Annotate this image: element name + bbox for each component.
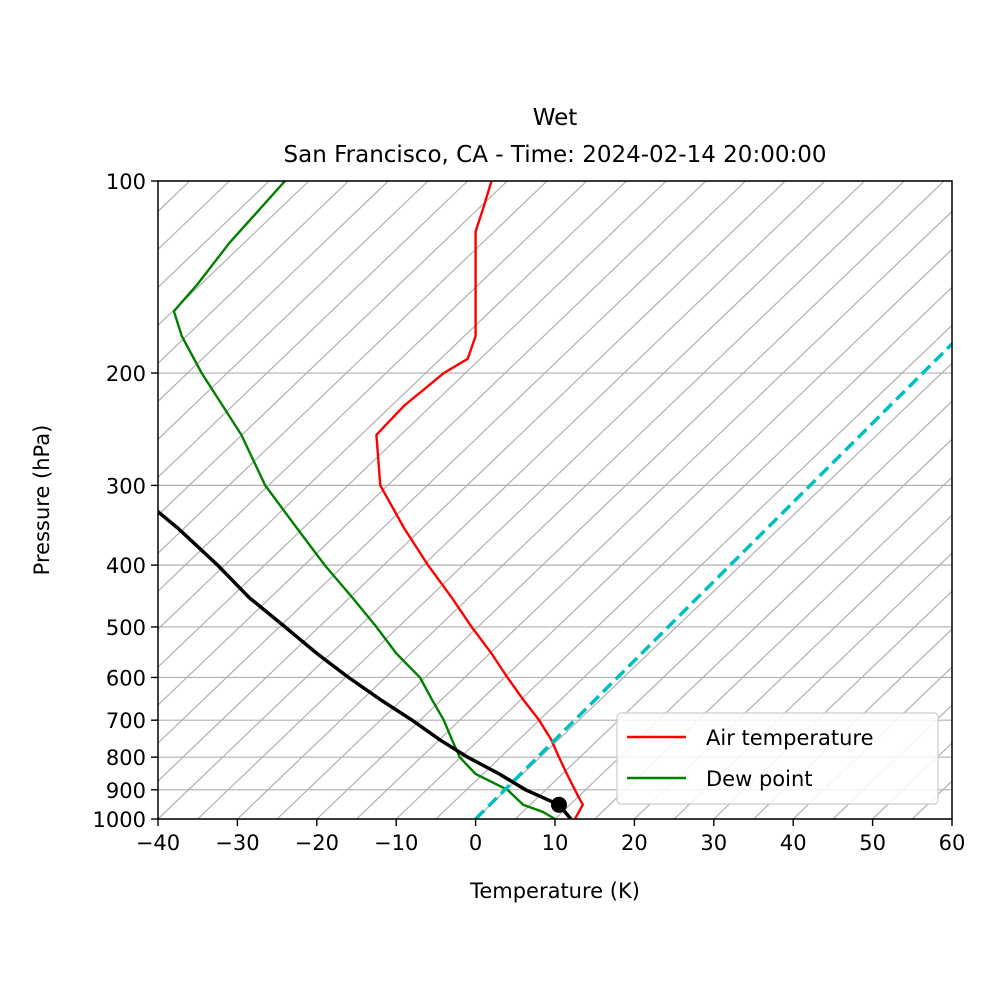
skew-line	[158, 181, 746, 744]
skew-line	[475, 362, 952, 819]
legend: Air temperature Dew point	[616, 712, 939, 805]
y-tick-label: 200	[106, 362, 146, 386]
y-tick-label: 500	[106, 616, 146, 640]
skew-line	[832, 704, 952, 819]
y-tick-label: 700	[106, 709, 146, 733]
chart-title: Wet	[533, 105, 578, 131]
x-axis-label: Temperature (K)	[469, 879, 640, 903]
skew-line	[316, 210, 952, 819]
skew-line	[197, 181, 866, 819]
y-axis-ticks: 100 200 300 400 500 600 700 800 900 1000	[93, 170, 158, 832]
x-tick-label: −10	[374, 831, 418, 855]
skew-line	[395, 286, 952, 819]
series-layer	[158, 181, 952, 819]
y-axis-label: Pressure (hPa)	[30, 425, 54, 576]
skew-line	[158, 181, 508, 517]
parcel-start-marker	[550, 796, 567, 813]
skew-line	[158, 181, 429, 441]
chart-subtitle: San Francisco, CA - Time: 2024-02-14 20:…	[284, 142, 827, 168]
skew-line	[158, 181, 707, 706]
skew-line	[276, 181, 945, 819]
x-tick-label: 0	[469, 831, 482, 855]
skew-line	[158, 181, 826, 819]
x-tick-label: 20	[621, 831, 648, 855]
y-tick-label: 900	[106, 779, 146, 803]
x-tick-label: −20	[295, 831, 339, 855]
air-temperature-line	[375, 181, 585, 819]
y-tick-label: 600	[106, 666, 146, 690]
x-tick-label: −40	[136, 831, 180, 855]
legend-dew-point-label: Dew point	[706, 767, 813, 791]
skew-line	[356, 248, 952, 819]
dew-point-line	[172, 181, 556, 819]
x-tick-label: 40	[780, 831, 807, 855]
x-tick-label: 10	[542, 831, 569, 855]
reference-dashed-line	[474, 342, 952, 819]
x-axis-ticks: −40 −30 −20 −10 0 10 20 30 40 50 60	[136, 819, 966, 855]
skew-line	[951, 818, 952, 819]
skew-line	[236, 181, 905, 819]
y-tick-label: 400	[106, 554, 146, 578]
skew-line	[158, 181, 469, 479]
skew-line	[158, 181, 191, 213]
y-tick-label: 800	[106, 746, 146, 770]
x-tick-label: 30	[700, 831, 727, 855]
skew-line	[158, 181, 548, 554]
x-tick-label: 60	[939, 831, 966, 855]
legend-box	[616, 712, 939, 805]
skew-line	[158, 181, 627, 630]
y-tick-label: 300	[106, 474, 146, 498]
skew-line	[158, 181, 310, 327]
y-tick-label: 100	[106, 170, 146, 194]
x-tick-label: −30	[215, 831, 259, 855]
y-tick-label: 1000	[93, 808, 146, 832]
skew-line	[158, 181, 389, 403]
skew-line	[158, 181, 667, 668]
skew-line	[435, 324, 952, 819]
legend-air-temperature-label: Air temperature	[706, 726, 874, 750]
skew-line	[158, 181, 349, 365]
skew-line	[158, 181, 786, 782]
parcel-profile-line	[158, 509, 573, 819]
x-tick-label: 50	[859, 831, 886, 855]
